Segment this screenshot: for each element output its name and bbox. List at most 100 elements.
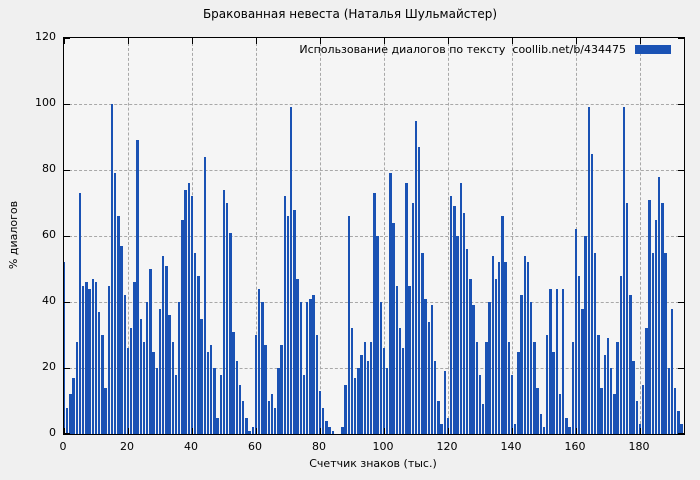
x-gridline (640, 38, 641, 434)
bar (299, 302, 303, 434)
bar (539, 414, 543, 434)
bar (341, 427, 344, 434)
bar (270, 394, 274, 434)
bar (229, 232, 232, 434)
bar (507, 341, 511, 434)
bar (616, 341, 619, 434)
bar (289, 107, 293, 434)
bar (264, 344, 267, 434)
bar (257, 288, 261, 434)
bar (72, 377, 75, 434)
bar (673, 387, 677, 434)
bar (283, 196, 287, 434)
bar (501, 216, 504, 434)
y-tick-label: 0 (49, 426, 56, 439)
bar (411, 203, 415, 434)
x-tick-mark (384, 428, 385, 434)
bar (363, 341, 367, 434)
bar (433, 361, 437, 434)
bar (94, 282, 98, 434)
bar (481, 404, 485, 434)
bar (533, 341, 536, 434)
bar (171, 341, 175, 434)
bar (555, 288, 559, 434)
bar (277, 368, 280, 434)
bar (590, 153, 594, 434)
bar (510, 374, 514, 434)
bar (222, 189, 226, 434)
x-tick-mark (320, 428, 321, 434)
bar (88, 288, 91, 434)
bar (238, 384, 242, 434)
bar (574, 229, 578, 434)
bar (184, 189, 187, 434)
bar (219, 374, 223, 434)
x-tick-mark (512, 428, 513, 434)
bar (680, 424, 683, 434)
bar (485, 341, 488, 434)
bar (241, 401, 245, 434)
bar (657, 176, 661, 434)
bar (267, 401, 271, 434)
bar (475, 341, 479, 434)
bar (168, 315, 171, 434)
bar (187, 183, 191, 434)
bar (139, 318, 143, 434)
bar (149, 269, 152, 434)
x-tick-label: 160 (564, 440, 586, 453)
bar (613, 394, 616, 434)
bar (165, 265, 168, 434)
bar (504, 262, 507, 434)
bar (206, 351, 210, 434)
x-tick-label: 180 (628, 440, 650, 453)
x-tick-mark (256, 428, 257, 434)
bar (417, 146, 421, 434)
bar (129, 328, 133, 434)
bar (497, 262, 501, 434)
bar (302, 374, 306, 434)
bar (245, 417, 248, 434)
bar (661, 203, 664, 434)
y-tick-mark (64, 236, 70, 237)
bar (478, 374, 482, 434)
bar (382, 348, 386, 434)
bar (309, 298, 312, 434)
bar (398, 328, 402, 434)
x-tick-mark (576, 428, 577, 434)
bar (155, 368, 159, 434)
bar (593, 252, 597, 434)
bar (273, 407, 277, 434)
bar (469, 278, 472, 434)
bar (600, 387, 603, 434)
bar (664, 252, 667, 434)
bar (216, 417, 219, 434)
y-tick-mark (64, 104, 70, 105)
bar (405, 183, 408, 434)
bar (213, 368, 216, 434)
bar (101, 335, 104, 434)
bar (629, 295, 632, 434)
x-gridline (384, 38, 385, 434)
bar (261, 302, 264, 434)
bar (635, 401, 639, 434)
x-gridline (256, 38, 257, 434)
bar (203, 156, 207, 434)
bar (197, 275, 200, 434)
bar (625, 203, 629, 434)
bar (296, 278, 299, 434)
bar (606, 338, 610, 434)
x-tick-mark (384, 38, 385, 44)
bar (91, 278, 95, 434)
y-tick-label: 80 (42, 162, 56, 175)
bar (581, 308, 584, 434)
bar (427, 321, 431, 434)
x-gridline (512, 38, 513, 434)
bar (344, 384, 347, 434)
y-tick-mark (64, 38, 70, 39)
bar (177, 302, 181, 434)
bar (392, 222, 395, 434)
bar (286, 216, 290, 434)
bar (350, 328, 354, 434)
bar (347, 216, 351, 434)
bar (619, 275, 623, 434)
